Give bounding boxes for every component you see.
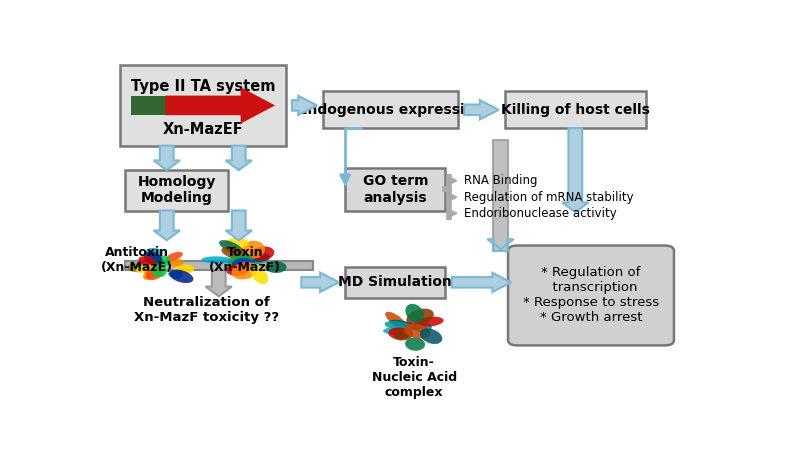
Bar [120, 65, 286, 146]
Ellipse shape [246, 253, 270, 262]
Ellipse shape [169, 269, 193, 283]
Polygon shape [464, 100, 499, 119]
Ellipse shape [247, 253, 270, 264]
Ellipse shape [407, 324, 431, 331]
Bar [323, 91, 458, 128]
Ellipse shape [388, 328, 410, 339]
Ellipse shape [219, 240, 243, 254]
Polygon shape [154, 211, 180, 240]
Ellipse shape [383, 327, 413, 334]
Ellipse shape [145, 268, 163, 280]
Bar [124, 261, 313, 270]
Ellipse shape [250, 266, 268, 284]
Text: * Regulation of
  transcription
* Response to stress
* Growth arrest: * Regulation of transcription * Response… [523, 267, 659, 324]
FancyBboxPatch shape [508, 246, 674, 345]
Ellipse shape [174, 264, 195, 274]
Text: Regulation of mRNA stability: Regulation of mRNA stability [464, 191, 633, 204]
Text: Neutralization of
Xn-MazF toxicity ??: Neutralization of Xn-MazF toxicity ?? [134, 296, 280, 324]
Ellipse shape [393, 329, 413, 340]
Polygon shape [166, 87, 275, 124]
Polygon shape [292, 96, 317, 115]
Polygon shape [487, 239, 514, 251]
Ellipse shape [138, 256, 156, 266]
Ellipse shape [250, 247, 275, 261]
Ellipse shape [145, 248, 162, 258]
Text: Toxin-
Nucleic Acid
complex: Toxin- Nucleic Acid complex [372, 356, 457, 399]
Ellipse shape [151, 263, 167, 277]
Polygon shape [225, 146, 252, 170]
Polygon shape [205, 270, 232, 296]
Ellipse shape [232, 258, 254, 270]
Text: GO term
analysis: GO term analysis [363, 174, 428, 205]
Ellipse shape [168, 259, 183, 267]
Ellipse shape [151, 255, 171, 267]
Ellipse shape [406, 308, 434, 326]
Text: Type II TA system: Type II TA system [131, 79, 275, 94]
Text: Antitoxin
(Xn-MazE): Antitoxin (Xn-MazE) [101, 246, 174, 273]
Polygon shape [301, 273, 339, 292]
Text: Endoribonuclease activity: Endoribonuclease activity [464, 207, 617, 220]
Ellipse shape [389, 320, 419, 330]
Ellipse shape [225, 264, 248, 276]
Ellipse shape [232, 262, 258, 279]
Ellipse shape [420, 329, 442, 344]
Ellipse shape [136, 264, 159, 273]
Polygon shape [452, 273, 511, 292]
Ellipse shape [242, 241, 265, 259]
Polygon shape [225, 211, 252, 240]
Ellipse shape [406, 304, 424, 322]
Text: MD Simulation: MD Simulation [339, 275, 452, 289]
Text: Toxin
(Xn-MazF): Toxin (Xn-MazF) [209, 246, 281, 273]
Bar [131, 96, 167, 115]
Bar [345, 168, 445, 211]
Text: Xn-MazEF: Xn-MazEF [162, 122, 243, 137]
Ellipse shape [405, 337, 425, 351]
Ellipse shape [415, 317, 444, 327]
Ellipse shape [385, 321, 409, 330]
Ellipse shape [166, 252, 183, 261]
Ellipse shape [168, 270, 183, 278]
Text: Homology
Modeling: Homology Modeling [137, 175, 216, 206]
Ellipse shape [265, 261, 287, 273]
Text: RNA Binding: RNA Binding [464, 174, 537, 187]
Bar [124, 170, 228, 211]
Bar [493, 141, 508, 251]
Ellipse shape [144, 252, 162, 265]
Bar [505, 91, 646, 128]
Bar [345, 267, 445, 298]
Ellipse shape [127, 263, 146, 272]
Polygon shape [562, 128, 588, 212]
Ellipse shape [201, 256, 234, 264]
Ellipse shape [225, 238, 249, 248]
Ellipse shape [143, 265, 159, 280]
Ellipse shape [404, 324, 431, 339]
Text: Endogenous expression: Endogenous expression [297, 103, 484, 117]
Ellipse shape [228, 254, 253, 268]
Ellipse shape [221, 247, 250, 261]
Ellipse shape [385, 312, 406, 328]
Text: Killing of host cells: Killing of host cells [501, 103, 650, 117]
Polygon shape [154, 146, 180, 170]
Ellipse shape [415, 323, 432, 332]
